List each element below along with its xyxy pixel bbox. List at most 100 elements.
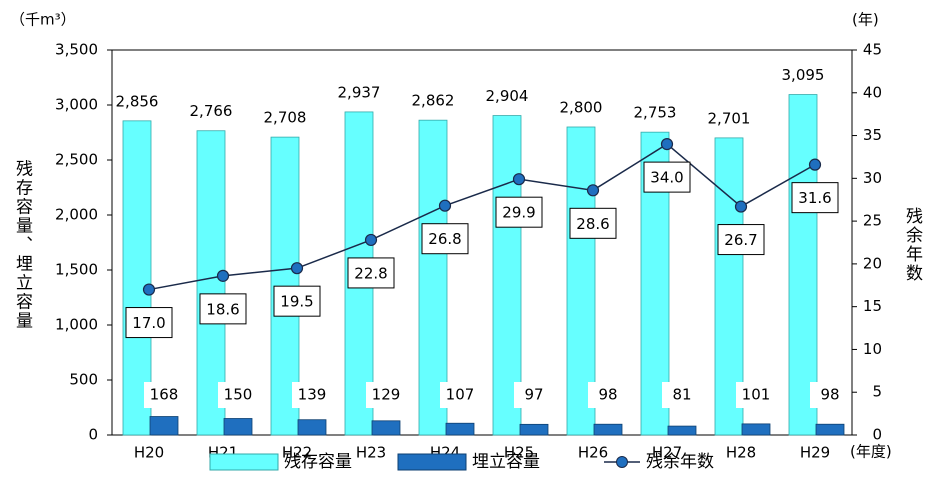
bar-label: 139 <box>298 386 327 404</box>
line-label: 29.9 <box>502 204 535 222</box>
label-box <box>643 161 691 193</box>
line-label: 22.8 <box>354 264 387 282</box>
y2-tick-label: 25 <box>863 212 882 230</box>
label-box <box>347 257 395 289</box>
label-bg <box>144 382 184 408</box>
point <box>808 158 822 171</box>
label-box <box>569 207 617 239</box>
x-tick-label: H28 <box>726 444 756 462</box>
y-tick-label: 500 <box>69 371 98 389</box>
legend-marker <box>616 456 628 468</box>
bar <box>492 115 522 436</box>
label-box <box>495 196 543 228</box>
point <box>512 173 526 186</box>
label-box <box>199 293 247 325</box>
label-bg <box>292 382 332 408</box>
bar <box>149 416 179 436</box>
point <box>734 200 748 213</box>
bar <box>223 418 253 436</box>
label-bg <box>218 382 258 408</box>
y2-tick-label: 40 <box>863 83 882 101</box>
label-bg <box>514 382 554 408</box>
point <box>364 233 378 247</box>
line-label: 26.8 <box>428 230 461 248</box>
bar-label: 98 <box>598 386 617 404</box>
line-label: 19.5 <box>280 293 313 311</box>
bar-label: 81 <box>672 386 691 404</box>
bar-label: 2,862 <box>412 92 455 110</box>
y-tick-label: 1,500 <box>55 261 98 279</box>
label-bg <box>366 382 406 408</box>
label-box <box>421 223 469 255</box>
legend-label: 残存容量 <box>284 452 352 472</box>
y2-label: 残余年数 <box>902 207 923 283</box>
legend-label: 埋立容量 <box>472 452 540 472</box>
label-bg <box>588 382 628 408</box>
bar-label: 2,701 <box>708 109 751 127</box>
point <box>290 262 304 275</box>
label-box <box>273 285 321 317</box>
bar <box>815 423 845 436</box>
label-bg <box>736 382 776 408</box>
point <box>586 184 600 197</box>
point <box>660 138 674 151</box>
bar <box>297 419 327 436</box>
legend-label: 残余年数 <box>646 452 714 472</box>
line-label: 26.7 <box>724 231 757 249</box>
x-tick-label: H20 <box>134 444 164 462</box>
y2-tick-label: 10 <box>863 340 882 358</box>
bar-label: 3,095 <box>782 66 825 84</box>
y2-tick-label: 0 <box>872 426 882 444</box>
bar <box>667 425 697 436</box>
x-tick-label: H23 <box>356 444 386 462</box>
y2-tick-label: 5 <box>872 383 882 401</box>
label-bg <box>662 382 702 408</box>
x-tick-label: H26 <box>578 444 608 462</box>
bar-label: 150 <box>224 386 253 404</box>
bar-label: 168 <box>150 386 179 404</box>
bar-label: 2,708 <box>264 109 307 127</box>
y2-tick-label: 45 <box>863 41 882 59</box>
bar <box>445 422 475 436</box>
bar-label: 2,766 <box>190 102 233 120</box>
label-box <box>791 182 839 214</box>
bar-label: 129 <box>372 386 401 404</box>
bar <box>519 423 549 436</box>
line <box>148 143 816 291</box>
bar-label: 107 <box>446 386 475 404</box>
bar-label: 2,904 <box>486 87 529 105</box>
point <box>216 269 230 282</box>
bar-label: 98 <box>820 386 839 404</box>
y2-tick-label: 35 <box>863 126 882 144</box>
bar-label: 2,800 <box>560 99 603 117</box>
bar-label: 101 <box>742 386 771 404</box>
bar <box>741 423 771 436</box>
y-tick-label: 0 <box>88 426 98 444</box>
legend-swatch <box>397 453 467 471</box>
y2-tick-label: 15 <box>863 297 882 315</box>
y-unit: （千m³） <box>10 11 76 29</box>
bar <box>788 94 818 436</box>
x-tick-label: H25 <box>504 444 534 462</box>
line-label: 18.6 <box>206 300 239 318</box>
label-bg <box>440 382 480 408</box>
y-tick-label: 3,500 <box>55 41 98 59</box>
y-tick-label: 2,000 <box>55 206 98 224</box>
line-label: 28.6 <box>576 215 609 233</box>
y-tick-label: 1,000 <box>55 316 98 334</box>
bar-label: 2,856 <box>116 92 159 110</box>
line-label: 17.0 <box>132 314 165 332</box>
label-box <box>717 224 765 256</box>
point <box>142 283 156 296</box>
bar <box>371 420 401 436</box>
y2-tick-label: 30 <box>863 169 882 187</box>
y-label: 残存容量、埋立容量 <box>12 159 33 330</box>
y2-tick-label: 20 <box>863 254 882 272</box>
line-label: 34.0 <box>650 169 683 187</box>
x-unit: (年度) <box>850 443 892 461</box>
label-box <box>125 307 173 339</box>
y-tick-label: 3,000 <box>55 96 98 114</box>
line-label: 31.6 <box>798 189 831 207</box>
bar <box>593 423 623 436</box>
